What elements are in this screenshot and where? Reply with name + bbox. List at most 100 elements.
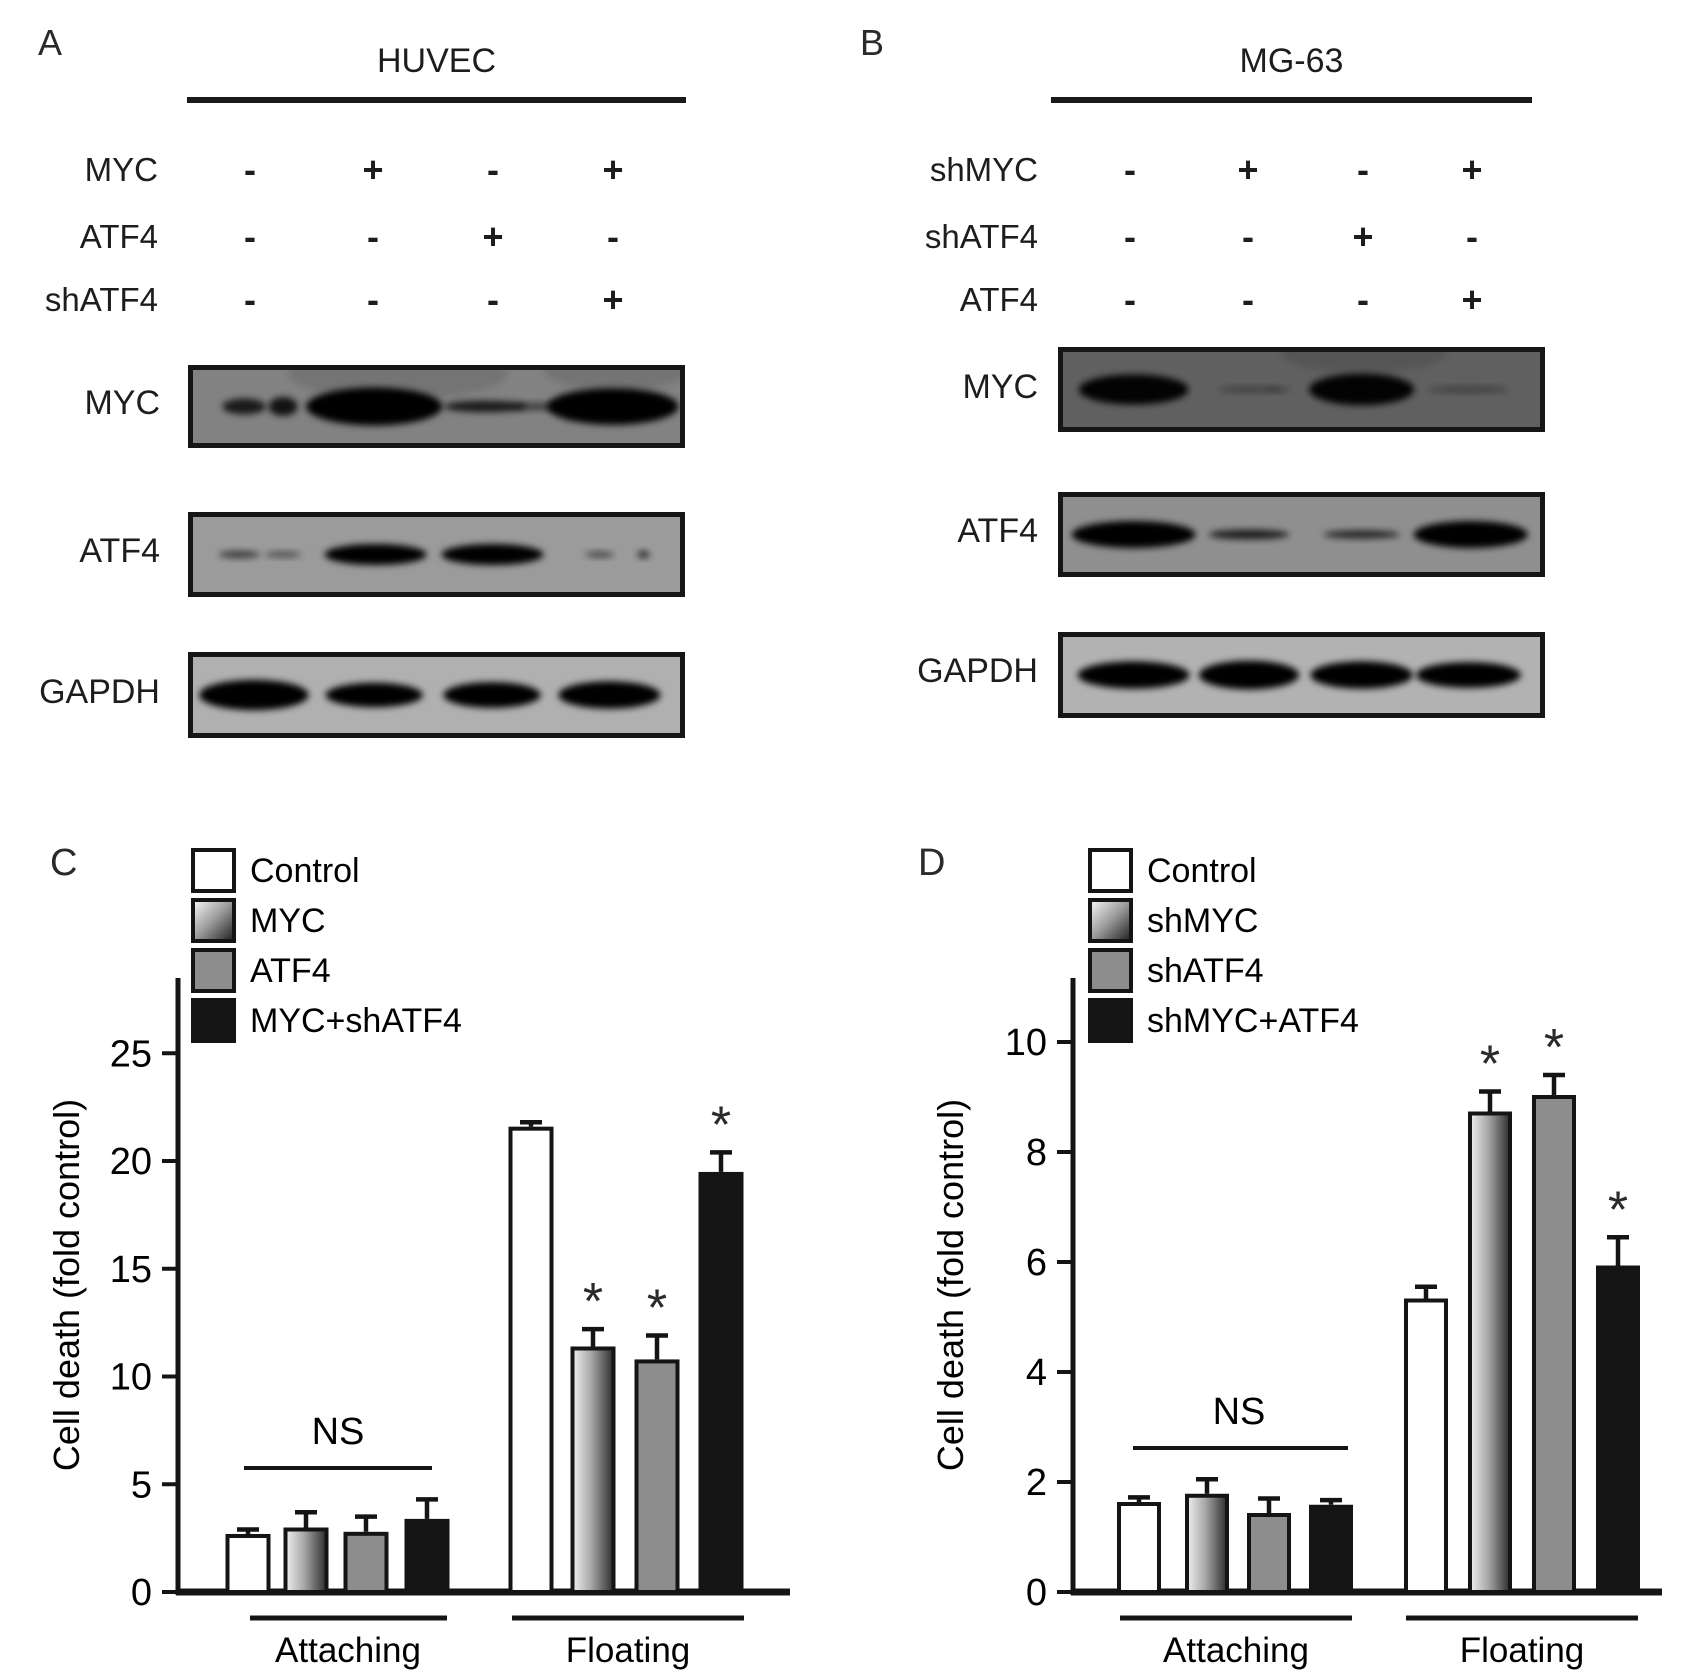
panel_b-blot-atf4-bands	[1071, 521, 1528, 548]
panel_a-ATF4-lane3-symbol: +	[482, 216, 504, 257]
panel_b-condition-label-shMYC: shMYC	[929, 151, 1038, 188]
panel_b-blot-gapdh-bands	[1077, 660, 1521, 690]
panel-a-header-rule	[187, 97, 686, 103]
panel_b-myc-band-6	[1280, 352, 1447, 373]
panel_a-ATF4-lane4-symbol: -	[607, 216, 619, 257]
panel_b-atf4-band-1	[1071, 521, 1196, 548]
panel_a-atf4-band-3	[324, 544, 427, 565]
panel_b-gapdh-band-2	[1198, 660, 1300, 690]
panel_b-shATF4-lane4-symbol: -	[1466, 216, 1478, 257]
panel_a-myc-band-6	[547, 388, 679, 425]
panel-c-bar-ATF4-Attaching	[343, 1531, 389, 1594]
panel-c-category-label-Attaching: Attaching	[275, 1631, 421, 1670]
panel_a-atf4-band-5	[585, 551, 615, 558]
panel_a-condition-label-shATF4: shATF4	[44, 281, 158, 318]
panel_a-MYC-lane3-symbol: -	[487, 149, 499, 190]
panel_b-ATF4-lane1-symbol: -	[1124, 279, 1136, 320]
panel_a-blot-atf4-bands	[218, 544, 650, 565]
panel_b-ATF4-lane2-symbol: -	[1242, 279, 1254, 320]
panel_b-myc-band-5	[1427, 386, 1509, 393]
panel_b-shATF4-lane1-symbol: -	[1124, 216, 1136, 257]
panel_b-condition-label-shATF4: shATF4	[924, 218, 1038, 255]
panel-c-legend-label-MYC: MYC	[250, 902, 326, 940]
panel-c-bar-MYC+shATF4-Floating	[698, 1171, 744, 1595]
panel-d-bar-Control-Floating	[1404, 1298, 1448, 1594]
panel-d-legend-label-Control: Control	[1147, 852, 1257, 890]
panel_a-shATF4-lane4-symbol: +	[602, 279, 624, 320]
panel-d-letter: D	[918, 842, 945, 884]
panel_a-condition-label-MYC: MYC	[84, 151, 158, 188]
panel-d-significance-shMYC-Floating: *	[1480, 1036, 1500, 1094]
panel_b-condition-label-ATF4: ATF4	[959, 281, 1038, 318]
panel-d-legend-label-shMYC: shMYC	[1147, 902, 1258, 940]
panel-d: D 0 2 4 6 8 10 Cell death (fold control) * * * NS At…	[918, 842, 1662, 1670]
panel_a-gapdh-band-4	[558, 681, 661, 709]
panel-c-ytick-label-25: 25	[110, 1033, 152, 1075]
panel-a-cell-line: HUVEC	[376, 42, 497, 80]
panel-d-ytick-label-4: 4	[1026, 1352, 1047, 1394]
panel-d-bar-shATF4-Floating	[1532, 1095, 1576, 1594]
panel_a-gapdh-band-3	[443, 682, 541, 708]
panel-b-blot-label-gapdh: GAPDH	[917, 652, 1038, 690]
panel_b-shMYC-lane1-symbol: -	[1124, 149, 1136, 190]
panel-d-bar-shMYC-Floating	[1468, 1111, 1512, 1594]
panel-c-bar-MYC-Floating	[570, 1346, 616, 1594]
panel_a-MYC-lane1-symbol: -	[244, 149, 256, 190]
panel-d-ytick-label-6: 6	[1026, 1242, 1047, 1284]
panel-c-bar-Control-Floating	[508, 1126, 554, 1595]
panel_b-gapdh-band-4	[1415, 662, 1521, 688]
panel-c-legend-label-ATF4: ATF4	[250, 952, 331, 990]
panel-c-legend-label-Control: Control	[250, 852, 360, 890]
panel_a-blot-myc	[188, 365, 685, 448]
panel_b-shMYC-lane3-symbol: -	[1357, 149, 1369, 190]
panel-d-significance-shMYC+ATF4-Floating: *	[1608, 1181, 1628, 1239]
panel-c-ytick-label-20: 20	[110, 1141, 152, 1183]
panel_b-shMYC-lane2-symbol: +	[1237, 149, 1259, 190]
panel_b-atf4-band-3	[1323, 530, 1400, 539]
panel-c-legend-label-MYC+shATF4: MYC+shATF4	[250, 1002, 462, 1040]
panel_b-blot-myc	[1058, 347, 1545, 432]
panel-d-bar-Control-Attaching	[1117, 1502, 1161, 1594]
panel-b-header-rule	[1051, 97, 1532, 103]
panel-c-legend-swatch-MYC	[191, 898, 236, 943]
panel_a-gapdh-band-1	[199, 679, 309, 711]
panel_b-gapdh-band-1	[1077, 661, 1190, 689]
panel-c-ytick-label-15: 15	[110, 1249, 152, 1291]
panel-d-legend-swatch-Control	[1088, 848, 1133, 893]
panel-d-ns-label: NS	[1213, 1391, 1266, 1433]
panel-d-legend-swatch-shMYC+ATF4	[1088, 998, 1133, 1043]
panel-d-significance-shATF4-Floating: *	[1544, 1019, 1564, 1077]
panel_a-shATF4-lane2-symbol: -	[367, 279, 379, 320]
panel-a-blot-label-myc: MYC	[84, 384, 160, 422]
panel_a-shATF4-lane3-symbol: -	[487, 279, 499, 320]
panel-c-legend-swatch-MYC+shATF4	[191, 998, 236, 1043]
panel-c-bar-ATF4-Floating	[634, 1359, 680, 1595]
panel-c-bar-MYC+shATF4-Attaching	[404, 1518, 450, 1595]
panel_b-myc-band-3	[1265, 386, 1290, 393]
panel-c-ytick-label-0: 0	[131, 1572, 152, 1614]
panel-b-blot-label-myc: MYC	[962, 368, 1038, 406]
panel-c: C 0 5 10 15 20 25 Cell death (fold control) * * * N…	[46, 842, 790, 1670]
panel-a-blot-label-atf4: ATF4	[79, 532, 160, 570]
panel_a-MYC-lane2-symbol: +	[362, 149, 384, 190]
panel-d-bar-shMYC+ATF4-Floating	[1596, 1265, 1640, 1594]
panel-c-letter: C	[50, 842, 77, 884]
panel-d-legend-label-shMYC+ATF4: shMYC+ATF4	[1147, 1002, 1359, 1040]
panel-b-letter: B	[860, 22, 885, 63]
panel_b-atf4-band-4	[1413, 521, 1528, 548]
panel-d-legend-swatch-shMYC	[1088, 898, 1133, 943]
panel_b-ATF4-lane4-symbol: +	[1461, 279, 1483, 320]
panel-d-bar-shATF4-Attaching	[1247, 1513, 1291, 1594]
panel-c-ytick-label-10: 10	[110, 1357, 152, 1399]
panel_b-shMYC-lane4-symbol: +	[1461, 149, 1483, 190]
panel-c-legend-swatch-ATF4	[191, 948, 236, 993]
panel_b-shATF4-lane2-symbol: -	[1242, 216, 1254, 257]
panel-d-bar-shMYC+ATF4-Attaching	[1309, 1504, 1353, 1594]
panel_a-myc-band-2	[268, 397, 298, 416]
panel-c-significance-ATF4-Floating: *	[647, 1280, 667, 1338]
panel-d-ytick-label-0: 0	[1026, 1572, 1047, 1614]
panel-d-ytick-label-10: 10	[1005, 1022, 1047, 1064]
panel-c-significance-MYC-Floating: *	[583, 1273, 603, 1331]
panel-a-blot-label-gapdh: GAPDH	[39, 673, 160, 711]
